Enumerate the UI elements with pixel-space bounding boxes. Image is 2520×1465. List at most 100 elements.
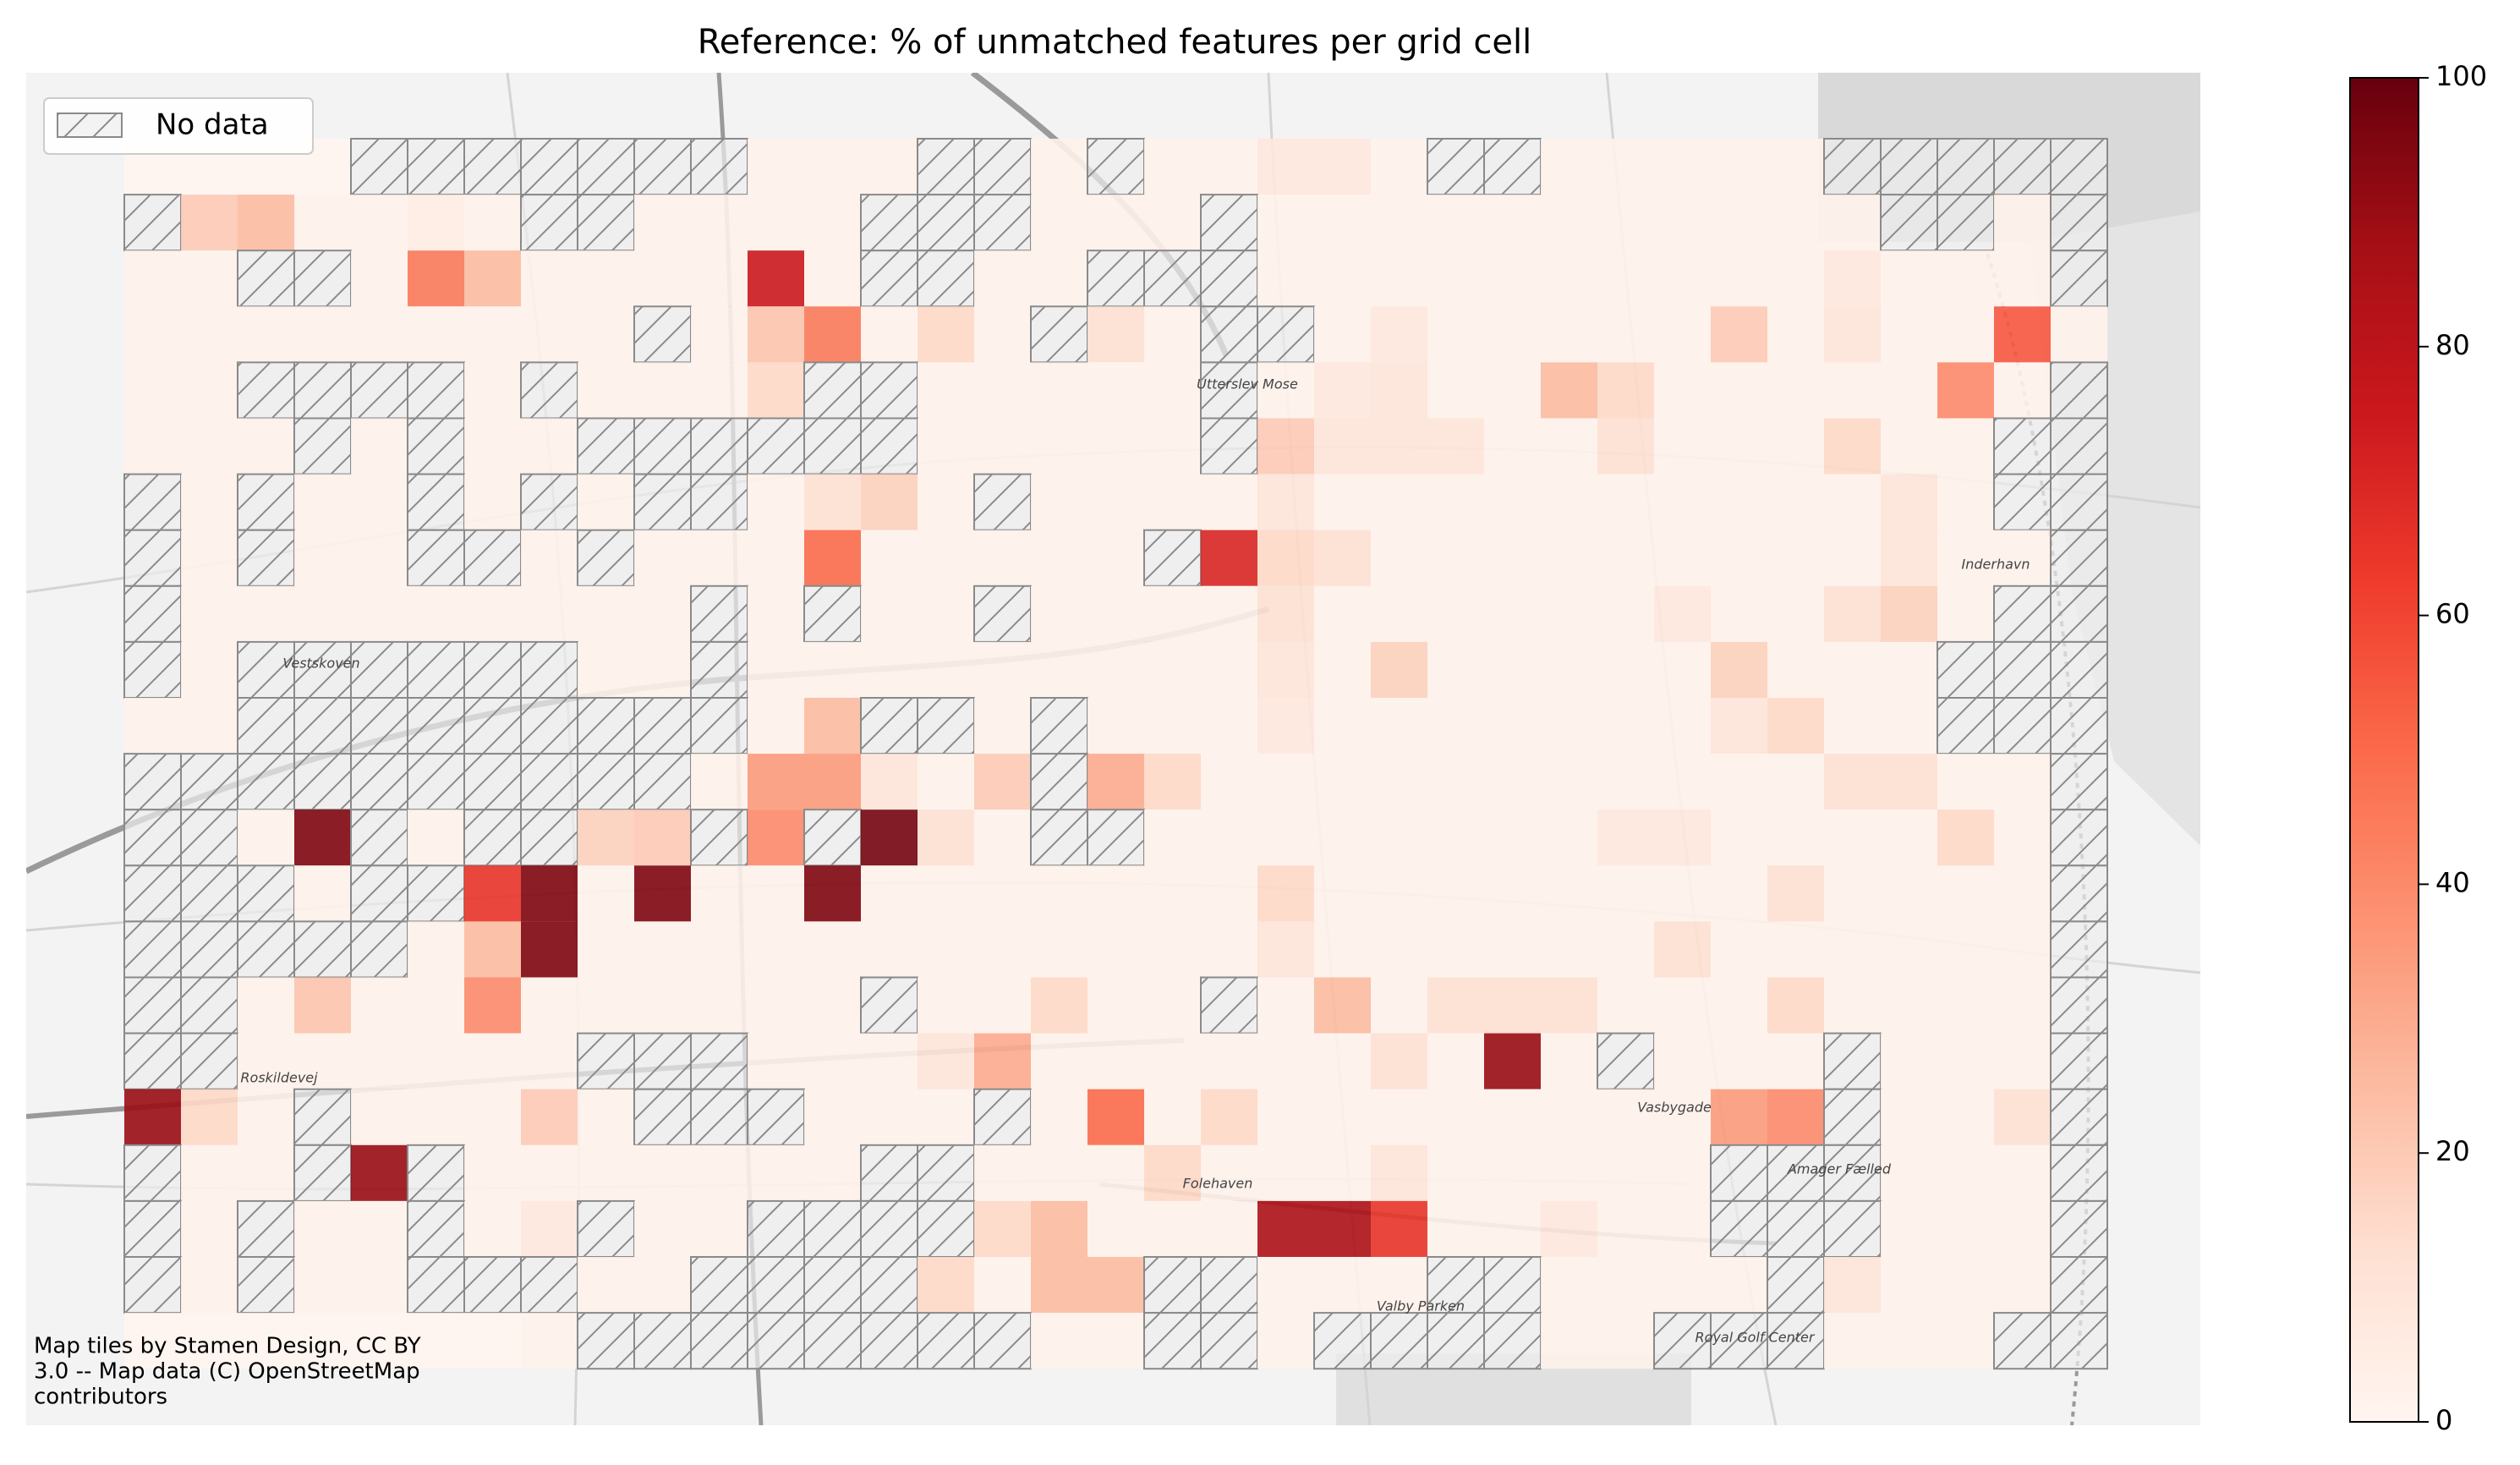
no-data-cell [860,1256,918,1314]
grid-cell [1201,1089,1257,1145]
grid-cell [1654,865,1711,922]
grid-cell [1654,1200,1711,1257]
grid-cell [1314,1144,1371,1201]
grid-cell [1314,809,1371,866]
no-data-cell [2050,473,2108,531]
grid-cell [1427,1200,1484,1257]
grid-cell [861,641,918,698]
grid-cell [1314,1200,1371,1257]
legend-swatch [57,112,123,138]
grid-cell [1427,698,1484,754]
grid-cell [521,585,578,642]
grid-cell [1314,1033,1371,1089]
no-data-cell [803,1312,862,1370]
grid-cell [1427,977,1484,1034]
grid-cell [1597,139,1654,195]
grid-cell [1484,641,1541,698]
no-data-cell [577,753,635,811]
grid-cell [918,977,974,1034]
grid-cell [1144,865,1201,922]
no-data-cell [1937,640,1995,700]
grid-cell [1427,250,1484,307]
no-data-cell [1200,417,1258,475]
grid-cell [1994,977,2051,1034]
grid-cell [124,250,181,307]
no-data-cell [407,473,465,531]
grid-cell [1541,585,1597,642]
no-data-cell [293,361,352,420]
grid-cell [1201,921,1257,978]
grid-cell [1994,529,2051,586]
grid-cell [1881,977,1937,1034]
grid-cell [1427,1033,1484,1089]
grid-cell [748,585,804,642]
grid-cell [1427,418,1484,475]
grid-cell [1937,977,1994,1034]
grid-cell [351,306,408,363]
grid-cell [1484,306,1541,363]
grid-cell [578,865,634,922]
grid-cell [2051,306,2107,363]
grid-cell [294,306,351,363]
grid-cell [464,306,521,363]
grid-cell [1427,921,1484,978]
grid-cell [181,1144,238,1201]
grid-cell [1541,362,1597,419]
grid-cell [1597,250,1654,307]
grid-cell [1711,641,1767,698]
grid-cell [634,362,691,419]
grid-cell [1937,865,1994,922]
grid-cell [124,1313,181,1369]
grid-cell [804,139,861,195]
grid-cell [1144,362,1201,419]
grid-cell [1767,362,1824,419]
grid-cell [521,1089,578,1145]
grid-cell [1314,529,1371,586]
grid-cell [351,529,408,586]
grid-cell [1031,1200,1087,1257]
no-data-cell [350,361,408,420]
grid-cell [1994,921,2051,978]
grid-cell [1031,1089,1087,1145]
colorbar: 0 20 40 60 80 100 [2349,60,2487,1436]
no-data-cell [293,417,352,475]
no-data-cell [180,753,238,811]
no-data-cell [1200,1256,1258,1314]
no-data-cell [180,864,238,923]
grid-cell [294,1033,351,1089]
grid-cell [748,641,804,698]
grid-cell [408,250,464,307]
grid-cell [804,474,861,530]
grid-cell [1711,139,1767,195]
grid-cell [1597,1200,1654,1257]
no-data-cell [293,697,352,755]
grid-cell [1484,195,1541,251]
grid-cell [1824,641,1881,698]
no-data-cell [690,473,748,531]
grid-cell [804,306,861,363]
grid-cell [861,585,918,642]
grid-cell [1031,1144,1087,1201]
grid-cell [1314,921,1371,978]
grid-cell [1257,418,1314,475]
grid-cell [238,977,294,1034]
grid-cell [1597,977,1654,1034]
legend-box [43,97,314,155]
grid-cell [1711,754,1767,810]
no-data-cell [577,529,635,587]
colorbar-tick-label: 60 [2435,598,2470,630]
grid-cell [1427,306,1484,363]
grid-cell [1144,1200,1201,1257]
grid-cell [1314,754,1371,810]
no-data-cell [407,529,465,587]
grid-cell [1314,1089,1371,1145]
grid-cell [1144,754,1201,810]
no-data-cell [860,976,918,1034]
no-data-cell [2050,1312,2108,1370]
grid-cell [861,306,918,363]
no-data-cell [123,753,182,811]
grid-cell [804,1033,861,1089]
grid-cell [238,1089,294,1145]
grid-cell [1371,921,1427,978]
no-data-cell [463,753,522,811]
